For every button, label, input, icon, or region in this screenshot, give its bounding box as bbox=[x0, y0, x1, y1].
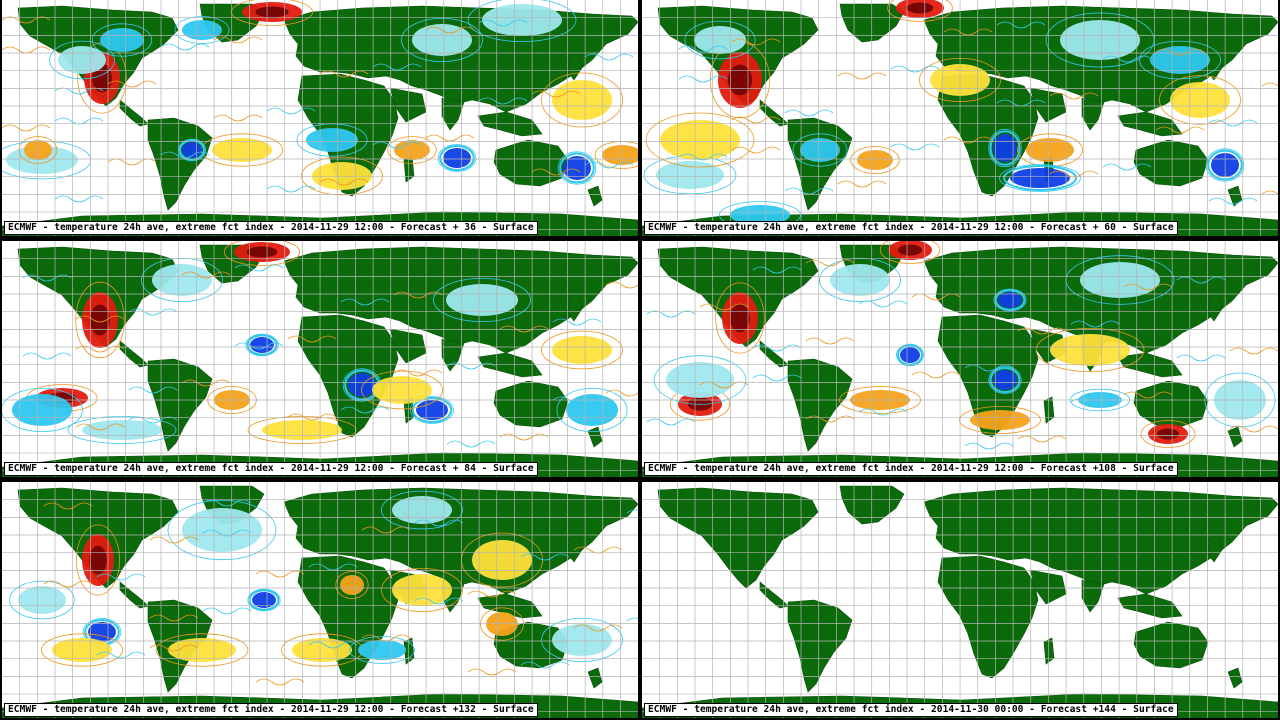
map-panel-forecast-60: ECMWF - temperature 24h ave, extreme fct… bbox=[642, 0, 1278, 236]
map-panel-forecast-84: ECMWF - temperature 24h ave, extreme fct… bbox=[2, 241, 638, 477]
graticule bbox=[642, 482, 1278, 718]
map-caption: ECMWF - temperature 24h ave, extreme fct… bbox=[4, 462, 538, 476]
map-panel-forecast-144: ECMWF - temperature 24h ave, extreme fct… bbox=[642, 482, 1278, 718]
world-map-svg bbox=[2, 482, 638, 718]
contour-lines bbox=[2, 16, 634, 203]
map-caption: ECMWF - temperature 24h ave, extreme fct… bbox=[4, 703, 538, 717]
map-caption: ECMWF - temperature 24h ave, extreme fct… bbox=[4, 221, 538, 235]
contour-lines bbox=[22, 264, 638, 448]
map-caption: ECMWF - temperature 24h ave, extreme fct… bbox=[644, 462, 1178, 476]
contour-lines bbox=[43, 499, 638, 686]
world-map-svg bbox=[2, 241, 638, 477]
world-map-svg bbox=[642, 241, 1278, 477]
world-map-svg bbox=[2, 0, 638, 236]
map-caption: ECMWF - temperature 24h ave, extreme fct… bbox=[644, 703, 1178, 717]
map-panel-forecast-108: ECMWF - temperature 24h ave, extreme fct… bbox=[642, 241, 1278, 477]
map-panel-forecast-36: ECMWF - temperature 24h ave, extreme fct… bbox=[2, 0, 638, 236]
world-map-svg bbox=[642, 0, 1278, 236]
contour-lines bbox=[678, 21, 1278, 205]
anomaly-layer bbox=[653, 241, 1276, 448]
map-caption: ECMWF - temperature 24h ave, extreme fct… bbox=[644, 221, 1178, 235]
map-panel-forecast-132: ECMWF - temperature 24h ave, extreme fct… bbox=[2, 482, 638, 718]
graticule bbox=[642, 0, 1278, 236]
world-map-svg bbox=[642, 482, 1278, 718]
anomaly-layer bbox=[643, 0, 1245, 229]
